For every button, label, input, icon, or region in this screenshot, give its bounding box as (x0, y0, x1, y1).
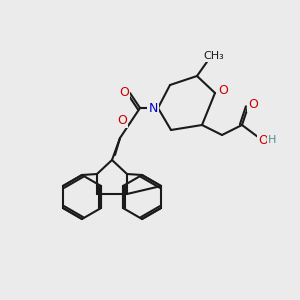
Text: O: O (258, 134, 268, 146)
Text: O: O (119, 86, 129, 100)
Text: O: O (117, 113, 127, 127)
Text: CH₃: CH₃ (204, 51, 224, 61)
Text: N: N (148, 101, 158, 115)
Text: O: O (218, 83, 228, 97)
Text: O: O (248, 98, 258, 110)
Text: H: H (268, 135, 276, 145)
